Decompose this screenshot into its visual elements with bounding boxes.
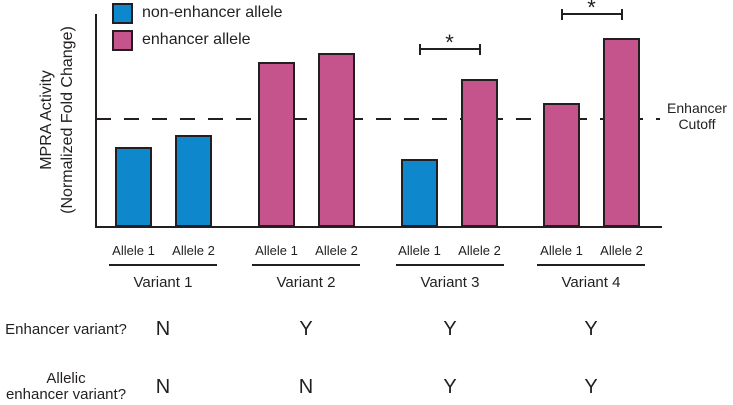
enhancer-cutoff-label: Enhancer Cutoff xyxy=(661,100,733,132)
table-row1-value-variant-4: Y xyxy=(584,318,598,340)
legend-swatch-non-enhancer-icon xyxy=(112,3,133,24)
variant-4-underline xyxy=(537,264,645,266)
table-row2-value-variant-4: Y xyxy=(584,376,598,398)
bar-variant-3-allele-2 xyxy=(461,79,498,227)
legend-swatch-enhancer-icon xyxy=(112,30,133,51)
y-axis-title-line2: (Normalized Fold Change) xyxy=(59,26,76,214)
bar-variant-2-allele-1 xyxy=(258,62,295,227)
table-row1-value-variant-2: Y xyxy=(299,318,313,340)
significance-bracket-right-tick-variant-3 xyxy=(478,44,481,55)
significance-asterisk-variant-4: * xyxy=(587,0,596,20)
table-row1-value-variant-3: Y xyxy=(443,318,457,340)
variant-4-label: Variant 4 xyxy=(561,274,621,291)
allele-label-variant-3-allele-1: Allele 1 xyxy=(398,243,441,258)
legend-label-enhancer: enhancer allele xyxy=(142,31,251,48)
variant-2-label: Variant 2 xyxy=(276,274,336,291)
legend-label-non-enhancer: non-enhancer allele xyxy=(142,4,283,21)
y-axis-title-line1: MPRA Activity xyxy=(38,70,55,170)
allele-label-variant-4-allele-2: Allele 2 xyxy=(600,243,643,258)
allele-label-variant-3-allele-2: Allele 2 xyxy=(458,243,501,258)
bar-variant-3-allele-1 xyxy=(401,159,438,227)
allele-label-variant-2-allele-2: Allele 2 xyxy=(315,243,358,258)
enhancer-cutoff-label-line2: Cutoff xyxy=(678,116,716,132)
enhancer-cutoff-label-line1: Enhancer xyxy=(667,100,727,116)
allele-label-variant-4-allele-1: Allele 1 xyxy=(540,243,583,258)
significance-bracket-left-tick-variant-4 xyxy=(560,9,563,20)
x-axis-line xyxy=(96,226,662,228)
y-axis-title: MPRA Activity (Normalized Fold Change) xyxy=(36,13,80,227)
table-row2-value-variant-1: N xyxy=(155,376,171,398)
allele-label-variant-1-allele-2: Allele 2 xyxy=(172,243,215,258)
variant-2-underline xyxy=(252,264,360,266)
significance-asterisk-variant-3: * xyxy=(445,30,454,55)
significance-bracket-right-tick-variant-4 xyxy=(620,9,623,20)
allele-label-variant-1-allele-1: Allele 1 xyxy=(112,243,155,258)
allele-label-variant-2-allele-1: Allele 1 xyxy=(255,243,298,258)
table-row2-value-variant-3: Y xyxy=(443,376,457,398)
table-row2-label: Allelic enhancer variant? xyxy=(5,370,127,403)
variant-3-underline xyxy=(396,264,504,266)
y-axis-line xyxy=(95,14,97,228)
significance-bracket-variant-4 xyxy=(561,13,622,15)
variant-1-label: Variant 1 xyxy=(133,274,193,291)
table-row1-label: Enhancer variant? xyxy=(5,321,127,338)
bar-variant-1-allele-2 xyxy=(175,135,212,227)
bar-variant-2-allele-2 xyxy=(318,53,355,227)
bar-variant-4-allele-2 xyxy=(603,38,640,227)
significance-bracket-left-tick-variant-3 xyxy=(418,44,421,55)
bar-variant-4-allele-1 xyxy=(543,103,580,227)
bar-variant-1-allele-1 xyxy=(115,147,152,227)
variant-1-underline xyxy=(109,264,217,266)
significance-bracket-variant-3 xyxy=(419,48,480,50)
table-row2-value-variant-2: N xyxy=(298,376,314,398)
enhancer-cutoff-dashed-line xyxy=(96,118,660,120)
table-row1-value-variant-1: N xyxy=(155,318,171,340)
variant-3-label: Variant 3 xyxy=(420,274,480,291)
